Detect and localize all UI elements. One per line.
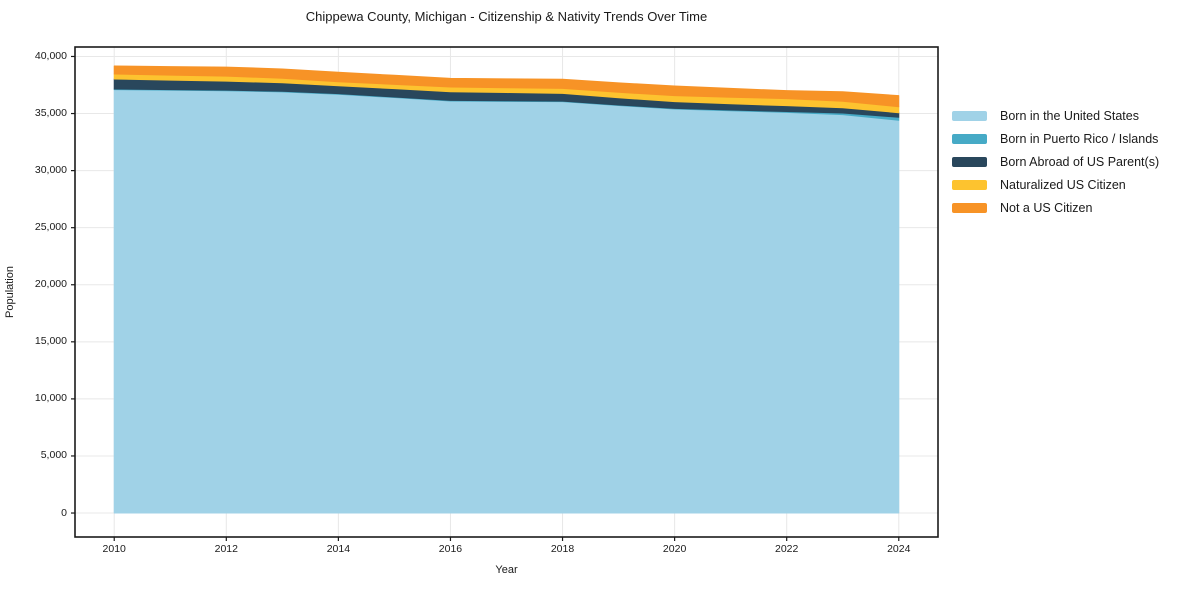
- legend-label: Born Abroad of US Parent(s): [1000, 154, 1160, 169]
- legend-swatch-icon: [952, 202, 987, 213]
- area-series: [113, 89, 900, 514]
- y-tick-label: 10,000: [34, 392, 67, 405]
- y-tick-label: 25,000: [34, 221, 67, 234]
- x-axis-label: Year: [495, 564, 518, 576]
- plot-border: [74, 46, 939, 538]
- y-tick-label: 15,000: [34, 335, 67, 348]
- y-tick-label: 40,000: [34, 49, 67, 62]
- legend-swatch-icon: [952, 110, 987, 121]
- y-tick-label: 30,000: [34, 164, 67, 177]
- y-tick-label: 35,000: [34, 107, 67, 120]
- x-tick-label: 2020: [662, 543, 687, 555]
- y-tick-label: 0: [61, 506, 67, 519]
- legend-label: Born in the United States: [1000, 108, 1139, 123]
- x-tick-label: 2024: [887, 543, 911, 555]
- x-tick-label: 2010: [102, 543, 126, 555]
- legend-item: Born Abroad of US Parent(s): [952, 150, 1159, 173]
- legend-item: Born in the United States: [952, 104, 1159, 127]
- x-tick-label: 2012: [214, 543, 238, 555]
- chart-legend: Born in the United States Born in Puerto …: [952, 104, 1159, 219]
- chart-title: Chippewa County, Michigan - Citizenship …: [305, 9, 708, 24]
- legend-label: Not a US Citizen: [1000, 200, 1093, 215]
- x-tick-label: 2014: [326, 543, 351, 555]
- legend-swatch-icon: [952, 156, 987, 167]
- area-series: [113, 65, 900, 108]
- legend-item: Not a US Citizen: [952, 196, 1159, 219]
- y-tick-label: 5,000: [40, 449, 67, 462]
- y-axis-label: Population: [4, 266, 16, 318]
- legend-swatch-icon: [952, 133, 987, 144]
- legend-label: Born in Puerto Rico / Islands: [1000, 131, 1159, 146]
- legend-label: Naturalized US Citizen: [1000, 177, 1126, 192]
- legend-item: Born in Puerto Rico / Islands: [952, 127, 1159, 150]
- x-tick-label: 2016: [438, 543, 463, 555]
- legend-swatch-icon: [952, 179, 987, 190]
- legend-item: Naturalized US Citizen: [952, 173, 1159, 196]
- y-tick-label: 20,000: [34, 278, 67, 291]
- x-tick-label: 2022: [775, 543, 799, 555]
- x-tick-label: 2018: [550, 543, 575, 555]
